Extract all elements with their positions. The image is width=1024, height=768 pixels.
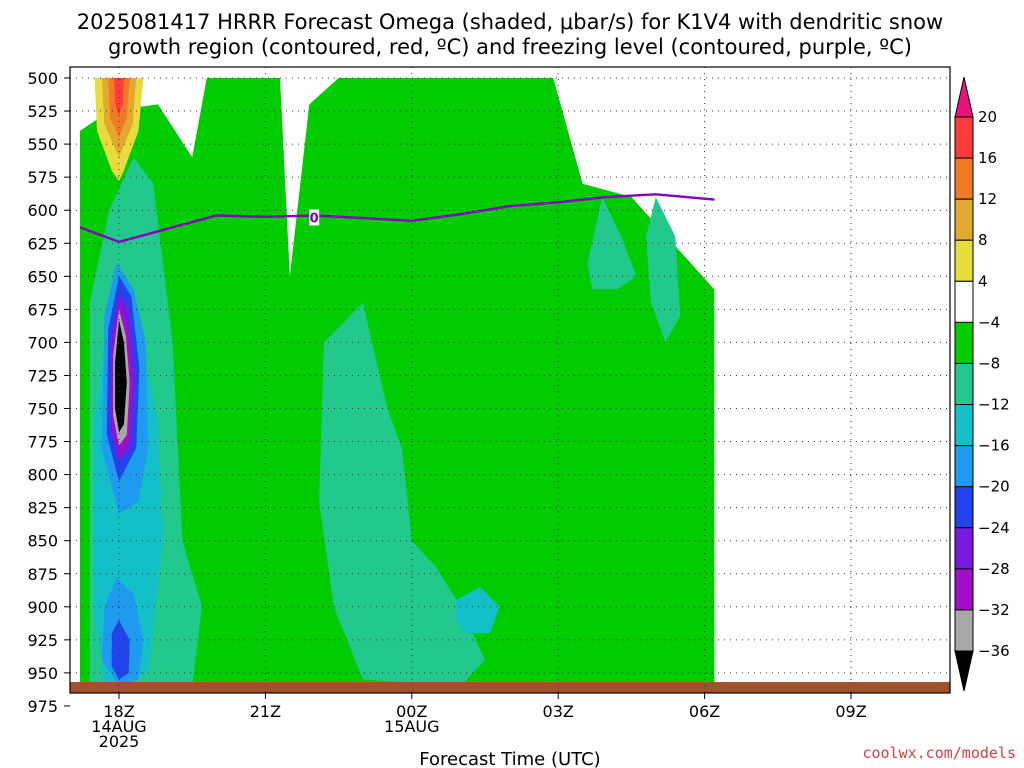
y-tick-label-975: 975 (27, 697, 58, 716)
colorbar-cell-3 (954, 239, 974, 282)
grid (70, 67, 950, 693)
y-tick-label-800: 800 (27, 466, 58, 485)
colorbar-cell-9 (954, 486, 974, 529)
colorbar-tick-5: −4 (978, 313, 1000, 331)
colorbar-tick-3: 8 (978, 231, 988, 249)
y-tick-label-775: 775 (27, 433, 58, 452)
omega-region-14 (115, 319, 127, 433)
omega-region-0 (80, 78, 715, 693)
colorbar-bottom-triangle (954, 650, 974, 692)
y-tick-label-875: 875 (27, 565, 58, 584)
x-tick-label-2-2: 15AUG (384, 717, 439, 736)
colorbar-tick-1: 16 (978, 149, 997, 167)
colorbar-tick-12: −32 (978, 601, 1010, 619)
freezing-level-label: 0 (310, 211, 319, 226)
omega-region-6 (455, 587, 500, 634)
y-tick-label-925: 925 (27, 631, 58, 650)
colorbar-tick-2: 12 (978, 190, 997, 208)
colorbar-cell-11 (954, 568, 974, 611)
colorbar: 20 16 12 8 4 −4 −8 −12 −16 −20 −24 −28 −32 −36 (954, 76, 1010, 692)
colorbar-tick-7: −12 (978, 396, 1010, 414)
credit-text: coolwx.com/models (862, 744, 1016, 762)
chart-title-line1: 2025081417 HRRR Forecast Omega (shaded, … (77, 10, 943, 34)
y-tick-label-675: 675 (27, 300, 58, 319)
colorbar-tick-10: −24 (978, 519, 1010, 537)
colorbar-cell-0 (954, 116, 974, 159)
y-tick-label-950: 950 (27, 664, 58, 683)
colorbar-cell-12 (954, 609, 974, 652)
y-tick-label-900: 900 (27, 598, 58, 617)
x-tick-label-1-1: 21Z (250, 702, 281, 721)
y-tick-label-550: 550 (27, 135, 58, 154)
y-tick-label-600: 600 (27, 201, 58, 220)
x-tick-label-0-3: 2025 (99, 732, 140, 751)
colorbar-tick-9: −20 (978, 478, 1010, 496)
x-tick-label-4-1: 06Z (689, 702, 720, 721)
y-tick-label-750: 750 (27, 400, 58, 419)
colorbar-tick-8: −16 (978, 437, 1010, 455)
y-axis: 500 525 550 575 600 625 650 675 700 725 750 775 800 8… (27, 69, 70, 716)
y-tick-label-500: 500 (27, 69, 58, 88)
y-tick-label-575: 575 (27, 168, 58, 187)
y-tick-label-825: 825 (27, 499, 58, 518)
y-tick-label-650: 650 (27, 267, 58, 286)
y-tick-label-725: 725 (27, 366, 58, 385)
colorbar-cell-5 (954, 321, 974, 364)
freezing-level-label-bg (309, 209, 320, 226)
x-tick-label-5-1: 09Z (835, 702, 866, 721)
y-tick-label-625: 625 (27, 234, 58, 253)
chart-title-line2: growth region (contoured, red, ºC) and f… (108, 35, 912, 59)
omega-region-10 (111, 620, 130, 680)
plot-area: 0 (69, 66, 951, 694)
omega-region-18 (114, 78, 124, 115)
x-tick-label-0-1: 18Z (103, 702, 134, 721)
colorbar-tick-11: −28 (978, 560, 1010, 578)
freezing-level-line (79, 193, 715, 244)
colorbar-cell-1 (954, 157, 974, 200)
y-tick-label-700: 700 (27, 333, 58, 352)
freezing-level: 0 (79, 193, 715, 244)
colorbar-tick-13: −36 (978, 642, 1010, 660)
colorbar-cell-4 (954, 280, 974, 323)
x-tick-label-2-1: 00Z (396, 702, 427, 721)
y-tick-label-525: 525 (27, 102, 58, 121)
colorbar-cell-7 (954, 404, 974, 447)
colorbar-tick-0: 20 (978, 108, 997, 126)
plot-frame (69, 66, 951, 694)
colorbar-top-triangle (954, 76, 974, 118)
y-tick-label-850: 850 (27, 532, 58, 551)
omega-region-4 (646, 197, 681, 343)
colorbar-cell-2 (954, 198, 974, 241)
colorbar-tick-4: 4 (978, 272, 988, 290)
omega-regions (80, 78, 715, 693)
colorbar-tick-6: −8 (978, 354, 1000, 372)
terrain-strip (70, 682, 950, 693)
omega-region-2 (319, 302, 485, 687)
colorbar-cell-6 (954, 362, 974, 406)
x-tick-label-3-1: 03Z (543, 702, 574, 721)
colorbar-cell-10 (954, 527, 974, 570)
colorbar-cell-8 (954, 445, 974, 488)
x-axis-label: Forecast Time (UTC) (419, 749, 600, 768)
omega-region-3 (587, 197, 637, 290)
x-tick-label-0-2: 14AUG (91, 717, 146, 736)
